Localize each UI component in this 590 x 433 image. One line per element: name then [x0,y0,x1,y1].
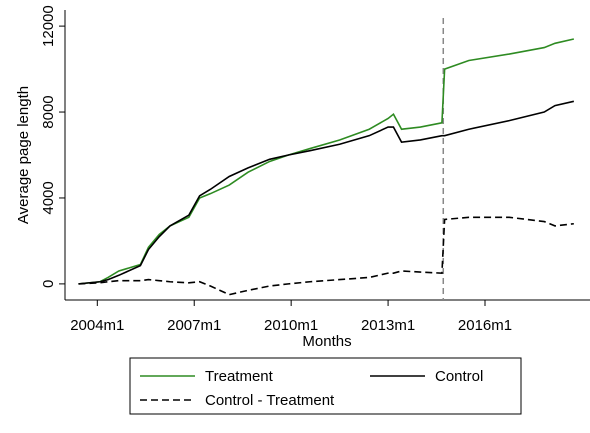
y-tick-label: 12000 [40,5,57,47]
x-tick-label: 2016m1 [458,317,512,334]
x-tick-label: 2010m1 [264,317,318,334]
y-tick-label: 4000 [40,181,57,214]
series-line [78,100,575,285]
legend-box [129,357,522,415]
legend-label: Control - Treatment [205,392,335,409]
series-line [78,216,574,296]
x-axis-title: Months [302,333,351,350]
x-tick-label: 2013m1 [361,317,415,334]
legend-label: Treatment [205,368,274,385]
x-tick-label: 2004m1 [70,317,124,334]
x-tick-label: 2007m1 [167,317,221,334]
legend-label: Control [435,368,483,385]
y-tick-label: 8000 [40,95,57,128]
y-tick-label: 0 [40,280,57,288]
y-axis-title: Average page length [15,86,32,224]
